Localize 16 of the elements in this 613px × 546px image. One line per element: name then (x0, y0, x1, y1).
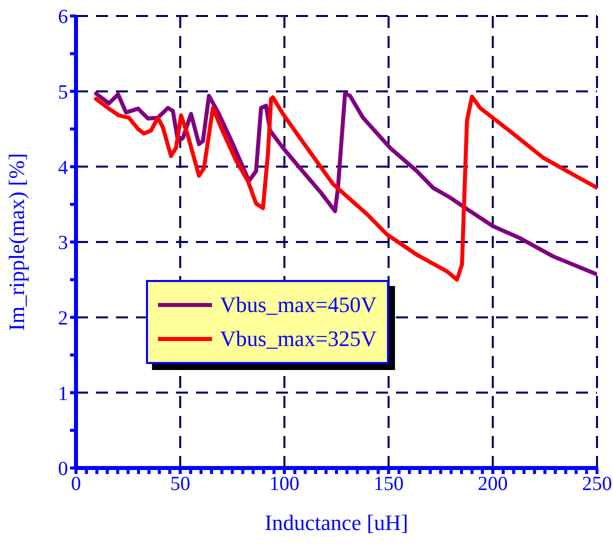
y-axis-title: Im_ripple(max) [%] (4, 153, 29, 331)
y-tick-label: 1 (58, 382, 68, 405)
y-tick-label: 5 (58, 81, 68, 104)
x-tick-label: 200 (478, 473, 508, 496)
y-tick-label: 0 (58, 458, 68, 480)
legend-label: Vbus_max=450V (220, 291, 377, 319)
y-tick-label: 6 (58, 6, 68, 28)
x-tick-label: 150 (374, 473, 404, 496)
x-tick-label: 250 (582, 473, 612, 496)
x-tick-label: 50 (170, 473, 190, 496)
y-tick-label: 2 (58, 307, 68, 330)
x-tick-label: 100 (269, 473, 300, 496)
y-tick-label: 4 (58, 156, 68, 179)
x-axis-title: Inductance [uH] (264, 510, 408, 535)
y-tick-label: 3 (58, 232, 68, 254)
legend-label: Vbus_max=325V (220, 325, 377, 353)
